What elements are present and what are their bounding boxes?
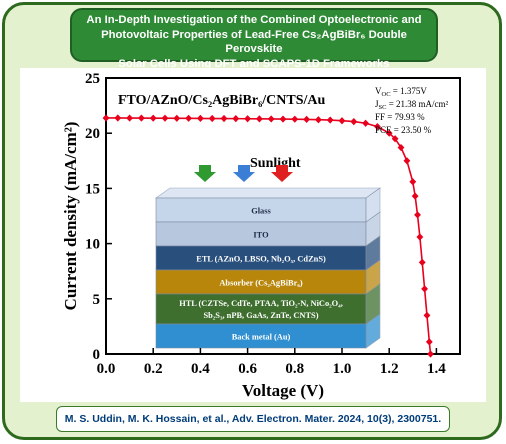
x-axis-label: Voltage (V) xyxy=(242,381,324,400)
layer-band xyxy=(155,293,367,325)
chart-title: FTO/AZnO/Cs₂AgBiBr₆/CNTS/Au xyxy=(118,93,326,108)
chart-panel: Sunlight Glass ITO ETL (AZnO, LBSO, Nb₂O₅,… xyxy=(20,68,486,402)
y-tick-label: 15 xyxy=(85,181,100,197)
jv-data-point xyxy=(126,114,133,122)
jv-data-point xyxy=(423,311,431,319)
x-tick-label: 0.0 xyxy=(97,361,116,377)
y-tick-label: 10 xyxy=(85,237,100,253)
layer-label: Absorber (Cs₂AgBiBr₆) xyxy=(219,279,302,288)
title-line-1: An In-Depth Investigation of the Combine… xyxy=(86,14,422,26)
sunlight-label: Sunlight xyxy=(250,156,301,171)
ff-annotation: FF = 79.93 % xyxy=(375,112,425,122)
jv-data-point xyxy=(102,114,110,122)
layer-band xyxy=(155,197,367,223)
y-ticks: 0 5 10 15 20 25 xyxy=(85,71,112,363)
layer-band xyxy=(155,323,367,349)
x-tick-label: 1.0 xyxy=(333,361,352,377)
jv-data-point xyxy=(149,114,157,122)
jv-data-point xyxy=(338,117,346,125)
x-tick-label: 1.4 xyxy=(427,361,446,377)
jv-data-point xyxy=(385,129,393,137)
plot-frame xyxy=(105,77,461,355)
jv-data-point xyxy=(409,178,417,186)
stack-top-face xyxy=(155,187,381,199)
jv-data-point xyxy=(403,157,411,165)
jv-data-point xyxy=(267,115,275,123)
device-structure-inset: Sunlight Glass ITO ETL (AZnO, LBSO, Nb₂O₅,… xyxy=(155,156,381,349)
jv-data-point xyxy=(291,115,299,123)
sunlight-arrows xyxy=(194,165,293,182)
x-tick-label: 1.2 xyxy=(380,361,399,377)
layer-label: ITO xyxy=(253,231,269,240)
sunlight-arrow-icon xyxy=(271,165,293,182)
jv-data-point xyxy=(350,118,358,126)
layer-label: Sb₂S₃, nPB, GaAs, ZnTe, CNTS) xyxy=(203,311,318,320)
layer-label: ETL (AZnO, LBSO, Nb₂O₅, CdZnS) xyxy=(196,255,326,264)
title-line-3: Solar Cells Using DFT and SCAPS-1D Frame… xyxy=(118,57,390,70)
jv-data-point xyxy=(421,285,428,293)
paper-title: An In-Depth Investigation of the Combine… xyxy=(70,8,438,70)
jv-data-point xyxy=(362,119,369,127)
y-tick-label: 5 xyxy=(93,292,101,308)
y-tick-label: 0 xyxy=(93,347,101,363)
jv-data-point xyxy=(138,114,145,122)
y-axis-label: Current density (mA/cm²) xyxy=(61,122,80,311)
x-tick-label: 0.2 xyxy=(144,361,163,377)
y-tick-label: 20 xyxy=(85,126,100,142)
layer-label: HTL (CZTSe, CdTe, PTAA, TiO₂-N, NiCo₂O₄, xyxy=(179,299,343,308)
layer-label: Back metal (Au) xyxy=(232,333,291,342)
jv-data-point xyxy=(374,122,381,131)
x-tick-label: 0.8 xyxy=(285,361,304,377)
jv-data-point xyxy=(326,116,334,124)
layer-label: Glass xyxy=(251,207,271,216)
jv-data-point xyxy=(114,114,122,122)
jv-data-point xyxy=(397,143,405,152)
jv-chart: Sunlight Glass ITO ETL (AZnO, LBSO, Nb₂O₅,… xyxy=(61,71,461,400)
jv-data-point xyxy=(391,135,399,143)
jv-data-point xyxy=(208,114,216,123)
jv-data-point xyxy=(173,114,181,122)
y-tick-label: 25 xyxy=(85,71,100,87)
sunlight-arrow-icon xyxy=(233,165,255,182)
x-tick-label: 0.4 xyxy=(191,361,210,377)
sunlight-arrow-icon xyxy=(194,165,216,182)
jv-data-point xyxy=(425,338,433,346)
title-line-2: Photovoltaic Properties of Lead-Free Cs₂… xyxy=(101,28,407,56)
jv-data-point xyxy=(256,115,263,123)
jv-data-point xyxy=(279,115,287,123)
layer-side xyxy=(365,313,381,349)
x-tick-label: 0.6 xyxy=(238,361,257,377)
voc-annotation: VOC = 1.375V xyxy=(375,86,427,98)
jv-data-point xyxy=(418,258,426,266)
jv-data-point xyxy=(232,115,240,123)
x-ticks: 0.0 0.2 0.4 0.6 0.8 1.0 1.2 1.4 xyxy=(97,348,446,377)
jv-data-point xyxy=(414,211,421,219)
jv-data-point xyxy=(315,116,322,124)
jv-data-point xyxy=(244,115,251,123)
layer-stack: Glass ITO ETL (AZnO, LBSO, Nb₂O₅, CdZnS) Ab… xyxy=(155,187,381,349)
jv-data-point xyxy=(411,192,419,200)
jv-data-point xyxy=(220,114,228,123)
pv-parameters: VOC = 1.375V JSC = 21.38 mA/cm² FF = 79.… xyxy=(375,86,449,135)
jv-data-point xyxy=(161,114,169,122)
layer-band xyxy=(155,221,367,247)
layer-band xyxy=(155,269,367,295)
jsc-annotation: JSC = 21.38 mA/cm² xyxy=(375,99,449,111)
jv-data-point xyxy=(303,115,310,123)
jv-data-point xyxy=(427,350,434,358)
jv-data-point xyxy=(197,114,204,123)
jv-data-point xyxy=(185,114,192,122)
jv-data-point xyxy=(416,233,424,241)
citation: M. S. Uddin, M. K. Hossain, et al., Adv.… xyxy=(56,406,450,432)
pce-annotation: PCE = 23.50 % xyxy=(375,125,432,135)
